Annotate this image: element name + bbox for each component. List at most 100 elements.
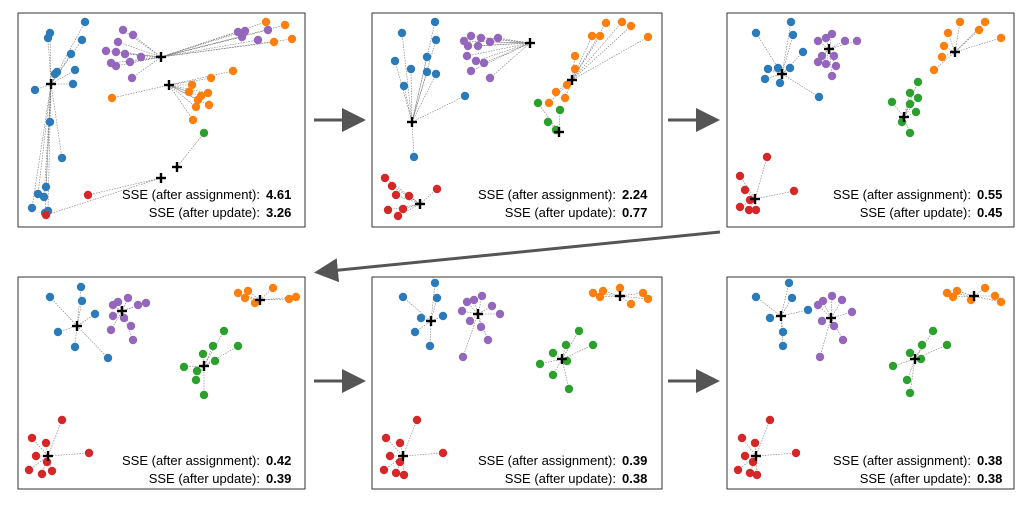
purple-data-point [485, 73, 495, 83]
assignment-line [31, 83, 52, 209]
centroid-marker [164, 80, 174, 90]
centroid-marker [255, 295, 265, 305]
assignment-line [402, 296, 432, 322]
purple-data-point [827, 29, 837, 39]
assignment-line [76, 286, 82, 327]
assignment-line [45, 177, 162, 216]
orange-data-point [638, 288, 648, 298]
purple-data-point [118, 25, 128, 35]
assignment-line [781, 34, 794, 75]
purple-data-point [237, 32, 247, 42]
blue-data-point [786, 17, 796, 27]
data-points [733, 278, 1006, 480]
red-data-point [391, 190, 401, 200]
purple-data-point [471, 56, 481, 66]
purple-data-point [476, 33, 486, 43]
purple-data-point [493, 33, 503, 43]
panel-4-sse-update-label: SSE (after update): [149, 471, 260, 486]
blue-data-point [751, 292, 761, 302]
assignment-line [168, 70, 234, 86]
assignment-line [49, 296, 78, 327]
red-data-point [438, 448, 448, 458]
purple-data-point [462, 297, 472, 307]
assignment-line [475, 42, 531, 62]
orange-data-point [544, 98, 554, 108]
red-data-point [789, 186, 799, 196]
assignment-line [754, 190, 795, 200]
purple-data-point [829, 51, 839, 61]
blue-data-point [50, 69, 60, 79]
assignment-line [781, 73, 820, 98]
assignment-line [402, 452, 444, 457]
orange-data-point [588, 288, 598, 298]
green-data-point [219, 326, 229, 336]
assignment-line [489, 41, 531, 44]
blue-data-point [66, 49, 76, 59]
purple-data-point [466, 31, 476, 41]
assignment-line [394, 60, 413, 123]
blue-data-point [43, 33, 53, 43]
panel-1-sse-update-label: SSE (after update): [149, 205, 260, 220]
red-data-point [383, 205, 393, 215]
assignment-line [408, 195, 421, 205]
purple-data-point [113, 37, 123, 47]
purple-data-point [133, 300, 143, 310]
assignment-line [47, 37, 52, 85]
assignment-line [202, 353, 205, 367]
assignment-line [748, 198, 756, 211]
green-data-point [588, 340, 598, 350]
orange-data-point [204, 100, 214, 110]
orange-data-point [595, 292, 605, 302]
green-data-point [574, 326, 584, 336]
assignment-line [176, 132, 205, 168]
orange-data-point [939, 41, 949, 51]
green-data-point [198, 349, 208, 359]
green-data-point [543, 117, 553, 127]
assignment-line [160, 29, 269, 58]
assignment-line [477, 42, 531, 47]
centroid-marker [750, 194, 760, 204]
purple-data-point [466, 66, 476, 76]
assignment-line [168, 77, 212, 86]
blue-data-point [77, 296, 87, 306]
orange-data-point [955, 17, 965, 27]
orange-data-point [107, 93, 117, 103]
purple-data-point [111, 47, 121, 57]
centroid-marker [899, 112, 909, 122]
centroid-marker [826, 313, 836, 323]
assignment-line [571, 21, 623, 81]
purple-data-point [127, 73, 137, 83]
orange-data-point [280, 20, 290, 30]
assignment-line [50, 69, 76, 85]
orange-data-point [562, 80, 572, 90]
orange-data-point [191, 102, 201, 112]
green-data-point [888, 361, 898, 371]
assignment-line [117, 41, 162, 58]
orange-data-point [974, 25, 984, 35]
assignment-line [410, 68, 413, 123]
blue-data-point [460, 91, 470, 101]
red-data-point [84, 448, 94, 458]
panel-2-sse-assignment-value: 2.24 [622, 187, 648, 202]
orange-data-point [929, 65, 939, 75]
orange-data-point [601, 18, 611, 28]
purple-data-point [469, 295, 479, 305]
red-data-point [398, 204, 408, 214]
centroid-marker [615, 291, 625, 301]
assignment-line [122, 29, 162, 58]
data-points [379, 278, 653, 480]
orange-data-point [228, 66, 238, 76]
centroids [751, 291, 979, 461]
assignment-line [47, 452, 90, 457]
blue-data-point [765, 313, 775, 323]
centroid-marker [172, 162, 182, 172]
panel-5-sse-assignment-value: 0.39 [622, 453, 647, 468]
blue-data-point [80, 17, 90, 27]
orange-data-point [952, 286, 962, 296]
centroids [398, 291, 625, 461]
blue-data-point [45, 117, 55, 127]
red-data-point [399, 470, 409, 480]
blue-data-point [438, 311, 448, 321]
red-data-point [737, 433, 747, 443]
assignment-line [561, 344, 594, 360]
